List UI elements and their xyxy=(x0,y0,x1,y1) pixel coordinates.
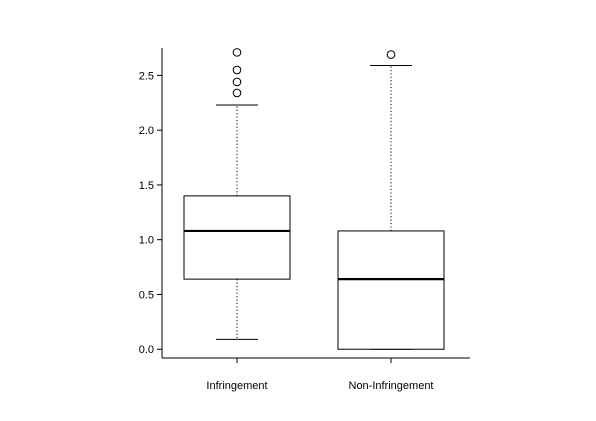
y-tick-label: 2.5 xyxy=(139,70,154,82)
outlier-point xyxy=(232,77,242,87)
box-group xyxy=(337,50,445,350)
y-ticks-layer: 0.0 0.5 1.0 1.5 2.0 2.5 xyxy=(139,70,392,363)
box-group xyxy=(183,48,291,340)
y-tick-label: 2.0 xyxy=(139,125,154,137)
outlier-point xyxy=(232,88,242,98)
boxes-layer xyxy=(183,48,445,350)
y-tick-label: 1.0 xyxy=(139,235,154,247)
category-labels-layer: Infringement Non-Infringement xyxy=(206,380,433,392)
y-tick-label: 1.5 xyxy=(139,180,154,192)
y-tick-label: 0.0 xyxy=(139,344,154,356)
y-tick-label: 0.5 xyxy=(139,289,154,301)
x-category-label: Non-Infringement xyxy=(349,380,434,392)
outlier-point xyxy=(386,50,396,59)
outlier-point xyxy=(232,48,242,57)
x-category-label: Infringement xyxy=(206,380,267,392)
axes-layer xyxy=(161,48,470,359)
outlier-point xyxy=(232,65,242,75)
box-iqr xyxy=(183,195,291,280)
box-iqr xyxy=(337,230,445,350)
